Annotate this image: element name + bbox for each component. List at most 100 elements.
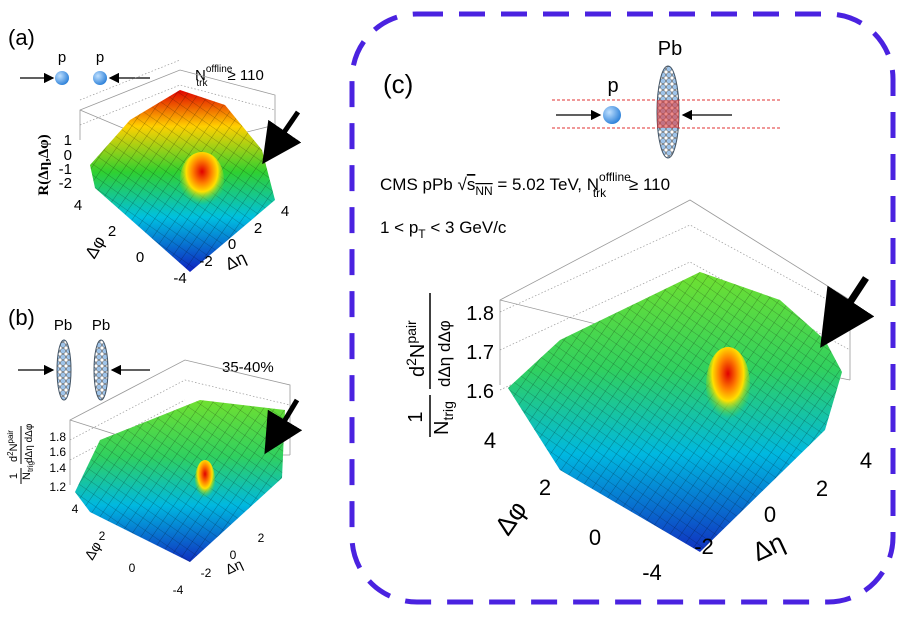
superscript: pair bbox=[6, 430, 15, 444]
proton bbox=[603, 106, 621, 124]
denominator: dΔη dΔφ bbox=[435, 320, 454, 387]
eta-tick-label: -4 bbox=[173, 583, 184, 597]
z-tick-label: 1 bbox=[64, 132, 72, 149]
eta-tick-label: -2 bbox=[201, 566, 212, 580]
superscript: pair bbox=[403, 320, 419, 344]
nucleus bbox=[56, 339, 72, 401]
cut-value: ≥ 110 bbox=[227, 67, 263, 84]
panel-a: (a) p p Noffline trk ≥ 110 R(Δη,Δφ) 1 0 -1… bbox=[8, 25, 302, 287]
near-side-peak bbox=[180, 152, 224, 208]
eta-tick-label: 0 bbox=[764, 502, 776, 527]
grid-line bbox=[69, 379, 291, 461]
subscript: NN bbox=[475, 184, 492, 198]
subscript: trk bbox=[593, 186, 607, 200]
d: d bbox=[8, 456, 20, 462]
beam-label: Pb bbox=[92, 317, 110, 334]
energy: = 5.02 TeV, bbox=[493, 175, 587, 194]
label-ntrig: Ntrig bbox=[431, 401, 456, 435]
symbol: N bbox=[8, 443, 20, 451]
phi-tick-label: 0 bbox=[136, 249, 144, 266]
beam-label: p bbox=[96, 49, 104, 66]
subscript: T bbox=[418, 227, 426, 241]
pt-low: 1 < p bbox=[380, 218, 418, 237]
eta-axis-label: Δη bbox=[222, 248, 249, 274]
ridge-arrow bbox=[820, 276, 875, 348]
nucleus bbox=[93, 339, 109, 401]
label-one: 1 bbox=[405, 411, 427, 422]
eta-tick-label: -4 bbox=[173, 270, 186, 287]
numerator: d2Npair bbox=[6, 430, 20, 462]
z-tick-label: 1.6 bbox=[49, 445, 66, 459]
pt-range: 1 < pT < 3 GeV/c bbox=[380, 218, 507, 241]
denominator: dΔη dΔφ bbox=[24, 423, 35, 463]
phi-tick-label: 2 bbox=[539, 475, 551, 500]
superscript: 2 bbox=[403, 358, 419, 366]
ridge-arrow bbox=[262, 110, 302, 165]
phi-tick-label: 0 bbox=[129, 561, 136, 575]
highlight-frame bbox=[349, 11, 896, 605]
superscript: 2 bbox=[6, 451, 15, 456]
surface-mesh bbox=[75, 400, 285, 562]
centrality: 35-40% bbox=[222, 359, 274, 376]
z-axis-label: R(Δη,Δφ) bbox=[36, 134, 52, 195]
experiment: CMS pPb bbox=[380, 175, 457, 194]
grid-line bbox=[79, 59, 276, 126]
collision-system: CMS pPb √sNN = 5.02 TeV, Noffline trk ≥ 1… bbox=[380, 170, 670, 200]
phi-tick-label: 0 bbox=[589, 525, 601, 550]
subscript: trig bbox=[26, 461, 35, 472]
near-side-peak bbox=[706, 347, 750, 423]
eta-tick-label: 0 bbox=[230, 548, 237, 562]
beam-label: Pb bbox=[54, 317, 72, 334]
z-tick-label: 1.8 bbox=[466, 303, 494, 325]
eta-axis-label: Δη bbox=[747, 527, 789, 568]
z-axis-label: 1 Ntrig d2Npair dΔη dΔφ bbox=[6, 423, 35, 484]
phi-tick-label: 4 bbox=[72, 502, 79, 516]
eta-tick-label: -4 bbox=[642, 560, 662, 585]
near-side-peak bbox=[195, 460, 215, 500]
panel-label: (c) bbox=[383, 69, 413, 99]
symbol: N bbox=[407, 344, 429, 358]
panel-label: (b) bbox=[8, 305, 35, 330]
d: d bbox=[407, 366, 429, 377]
proton bbox=[93, 71, 107, 85]
panel-c: (c) p Pb CMS pPb √sNN = 5.02 TeV, Noffli… bbox=[349, 11, 896, 605]
eta-tick-label: -2 bbox=[694, 534, 714, 559]
phi-tick-label: 2 bbox=[99, 529, 106, 543]
phi-axis-label: Δφ bbox=[81, 539, 104, 563]
beam-label: Pb bbox=[658, 38, 682, 60]
z-tick-label: -2 bbox=[59, 175, 72, 192]
beam-label: p bbox=[58, 49, 66, 66]
eta-axis-label: Δη bbox=[223, 556, 245, 578]
surface-mesh bbox=[508, 272, 842, 552]
z-tick-label: 1.8 bbox=[49, 430, 66, 444]
eta-tick-label: 2 bbox=[816, 476, 828, 501]
eta-tick-label: 4 bbox=[281, 203, 289, 220]
label-ntrig: Ntrig bbox=[21, 461, 35, 480]
z-tick-label: 1.4 bbox=[49, 461, 66, 475]
superscript: offline bbox=[599, 170, 631, 184]
superscript: offline bbox=[206, 64, 233, 75]
phi-tick-label: 4 bbox=[484, 428, 496, 453]
phi-axis-label: Δφ bbox=[489, 495, 533, 540]
phi-tick-label: 4 bbox=[74, 197, 82, 214]
z-tick-label: 1.6 bbox=[466, 381, 494, 403]
z-tick-label: -1 bbox=[59, 161, 72, 178]
phi-tick-label: 2 bbox=[108, 223, 116, 240]
sqrt: √ bbox=[457, 175, 467, 194]
panel-label: (a) bbox=[8, 25, 35, 50]
z-tick-label: 1.7 bbox=[466, 342, 494, 364]
z-tick-label: 1.2 bbox=[49, 480, 66, 494]
cut-value: ≥ 110 bbox=[624, 175, 670, 194]
phi-axis-label: Δφ bbox=[81, 233, 109, 262]
subscript: trig bbox=[440, 401, 456, 420]
eta-tick-label: 4 bbox=[860, 448, 872, 473]
proton bbox=[55, 71, 69, 85]
z-axis-label: 1 Ntrig d2Npair dΔη dΔφ bbox=[403, 293, 456, 437]
beam-label: p bbox=[607, 75, 618, 97]
eta-tick-label: 0 bbox=[228, 236, 236, 253]
symbol: N bbox=[431, 421, 453, 435]
panel-b: (b) Pb Pb 35-40% 1 Ntrig d2Npair dΔη dΔφ… bbox=[6, 305, 303, 597]
eta-tick-label: 2 bbox=[254, 220, 262, 237]
